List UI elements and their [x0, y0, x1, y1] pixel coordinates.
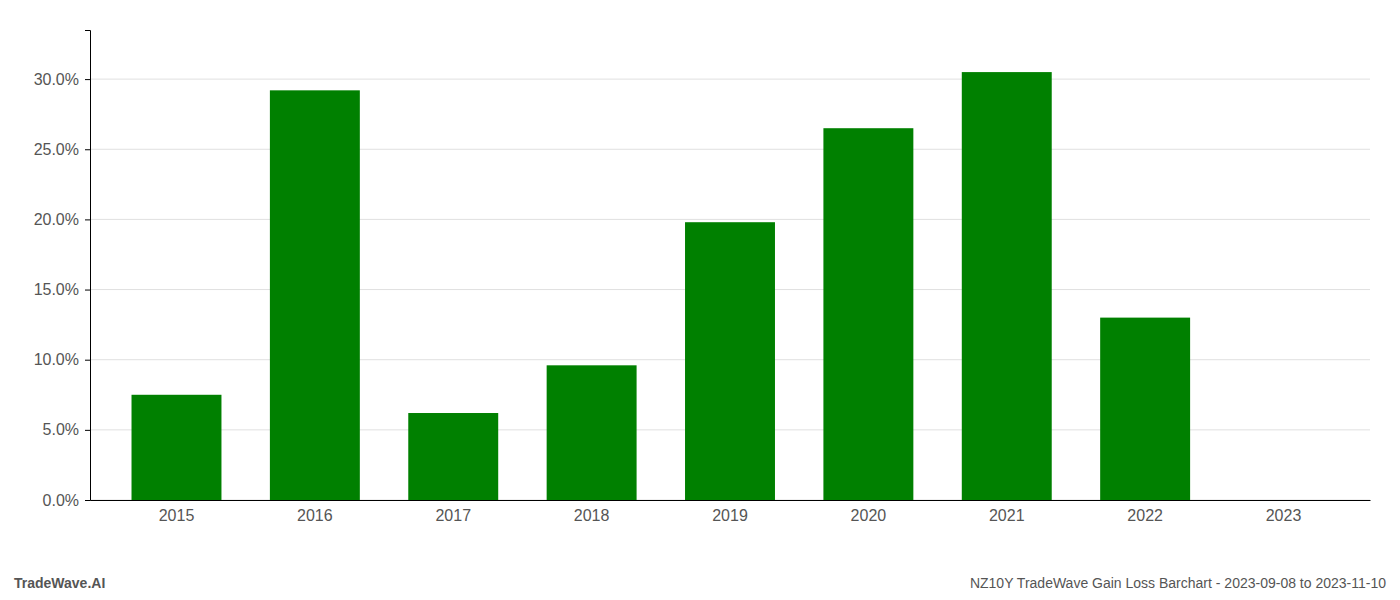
x-tick-label: 2020: [851, 507, 887, 524]
x-tick: 2018: [574, 507, 610, 524]
grid-line: [90, 79, 1370, 80]
chart: 0.0%5.0%10.0%15.0%20.0%25.0%30.0%2015201…: [0, 0, 1400, 600]
y-tick-label: 0.0%: [43, 492, 79, 509]
y-tick-label: 10.0%: [34, 351, 79, 368]
x-tick-label: 2023: [1266, 507, 1302, 524]
x-tick-label: 2018: [574, 507, 610, 524]
y-tick-mark: [85, 79, 90, 80]
x-tick: 2022: [1127, 507, 1163, 524]
y-tick: 25.0%: [34, 141, 90, 158]
y-tick: 10.0%: [34, 351, 90, 368]
x-tick: 2023: [1266, 507, 1302, 524]
y-tick-mark: [85, 500, 90, 501]
y-tick-label: 25.0%: [34, 141, 79, 158]
x-tick: 2017: [435, 507, 471, 524]
grid: [90, 79, 1370, 500]
x-tick: 2019: [712, 507, 748, 524]
x-tick-label: 2016: [297, 507, 333, 524]
x-tick: 2016: [297, 507, 333, 524]
footer-right: NZ10Y TradeWave Gain Loss Barchart - 202…: [970, 575, 1386, 591]
bar: [962, 72, 1052, 500]
y-axis-line: [85, 31, 91, 501]
y-tick: 0.0%: [43, 492, 90, 509]
x-tick: 2015: [159, 507, 195, 524]
y-tick: 20.0%: [34, 211, 90, 228]
y-tick-label: 5.0%: [43, 421, 79, 438]
y-tick: 15.0%: [34, 281, 90, 298]
x-tick-label: 2019: [712, 507, 748, 524]
y-axis: 0.0% 5.0% 10.0% 15.0% 20.0% 25.0% 30.0%: [34, 31, 91, 509]
y-tick-label: 30.0%: [34, 71, 79, 88]
bar: [685, 222, 775, 500]
y-tick: 5.0%: [43, 421, 90, 438]
footer: TradeWave.AI NZ10Y TradeWave Gain Loss Ba…: [14, 575, 1386, 591]
bar: [132, 395, 222, 500]
x-tick-label: 2021: [989, 507, 1025, 524]
y-tick-label: 15.0%: [34, 281, 79, 298]
x-tick-label: 2022: [1127, 507, 1163, 524]
plot-area: [132, 72, 1191, 500]
bar: [408, 413, 498, 500]
bar: [547, 365, 637, 500]
x-tick-label: 2015: [159, 507, 195, 524]
y-tick-mark: [85, 219, 90, 220]
y-tick-mark: [85, 290, 90, 291]
footer-left: TradeWave.AI: [14, 575, 105, 591]
x-tick-label: 2017: [435, 507, 471, 524]
bar: [1100, 318, 1190, 500]
y-tick-mark: [85, 149, 90, 150]
y-tick-mark: [85, 360, 90, 361]
bar: [823, 128, 913, 500]
bar: [270, 90, 360, 500]
x-tick: 2020: [851, 507, 887, 524]
x-tick: 2021: [989, 507, 1025, 524]
x-axis-line: [91, 500, 1371, 501]
y-tick: 30.0%: [34, 71, 90, 88]
x-axis: 2015 2016 2017 2018 2019 2020 2021 2022 2023: [91, 501, 1371, 525]
y-tick-label: 20.0%: [34, 211, 79, 228]
y-tick-mark: [85, 430, 90, 431]
